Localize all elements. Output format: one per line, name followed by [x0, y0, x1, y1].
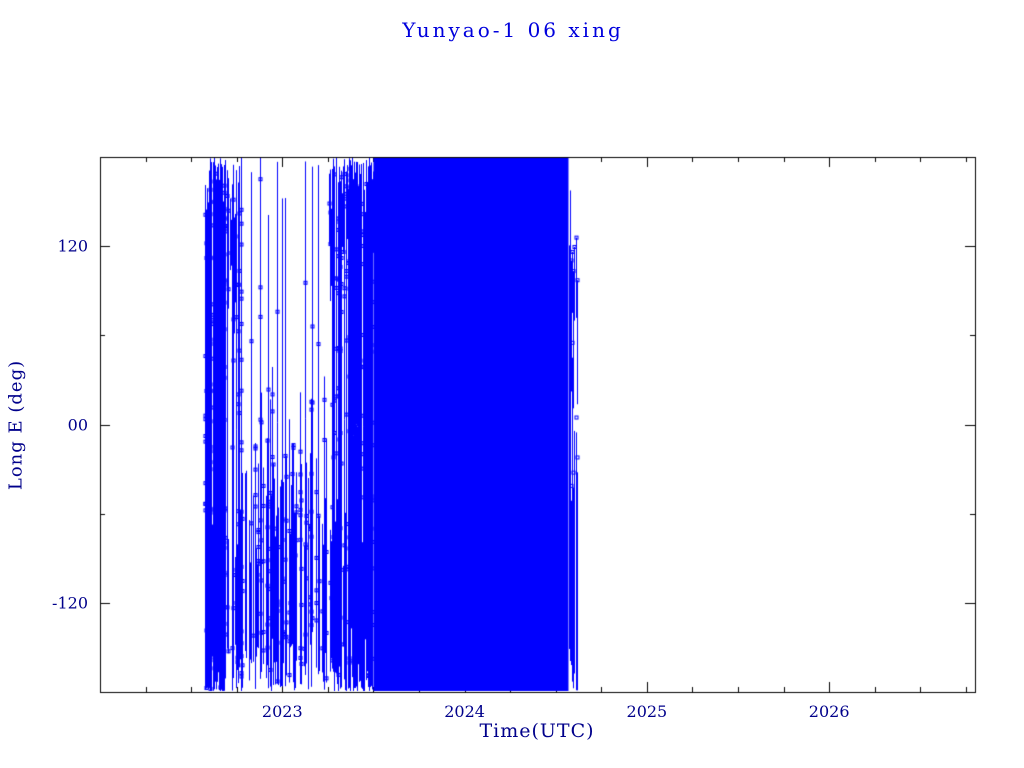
y-tick-label: 00 — [67, 415, 88, 434]
y-tick-label: -120 — [52, 593, 88, 613]
x-tick-label: 2024 — [444, 702, 485, 721]
x-tick-label: 2023 — [261, 702, 303, 721]
x-tick-label: 2025 — [626, 702, 668, 721]
x-axis-label: Time(UTC) — [479, 720, 595, 742]
chart-title: Yunyao-1 06 xing — [402, 18, 624, 42]
x-tick-label: 2026 — [808, 702, 850, 721]
y-tick-label: 120 — [57, 236, 88, 256]
